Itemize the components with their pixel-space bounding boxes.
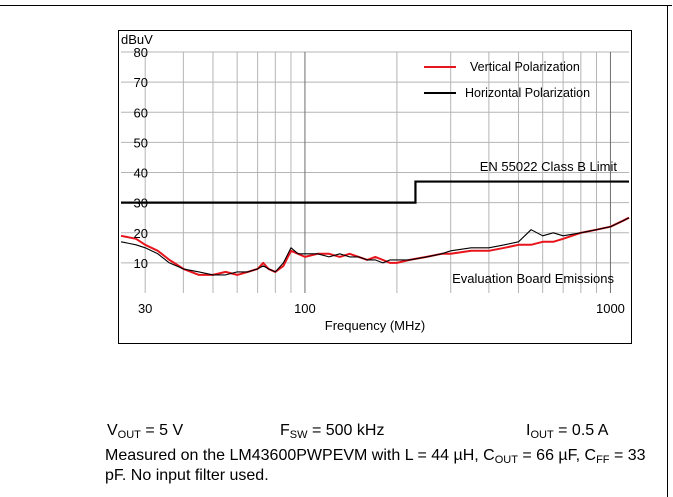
x-tick-label-1000: 1000 <box>596 301 625 316</box>
legend-label-horizontal: Horizontal Polarization <box>465 86 590 100</box>
legend-label-vertical: Vertical Polarization <box>470 60 580 74</box>
measurement-note: Measured on the LM43600PWPEVM with L = 4… <box>105 447 646 484</box>
condition-vout: VOUT = 5 V <box>107 422 184 441</box>
y-unit-label: dBuV <box>121 32 153 47</box>
limit-line-group <box>121 180 629 204</box>
x-tick-label-30: 30 <box>138 301 152 316</box>
y-tick-label-70: 70 <box>134 75 148 90</box>
y-tick-label-50: 50 <box>134 135 148 150</box>
y-tick-label-60: 60 <box>134 105 148 120</box>
y-tick-labels: 10 20 30 40 50 60 70 80 <box>134 45 148 271</box>
emissions-annotation: Evaluation Board Emissions <box>452 271 614 286</box>
x-axis-label: Frequency (MHz) <box>325 318 425 333</box>
page-frame-top <box>0 5 672 6</box>
y-tick-label-30: 30 <box>134 196 148 211</box>
x-tick-label-100: 100 <box>294 301 316 316</box>
series-line-horizontal <box>120 217 630 276</box>
series-line-vertical <box>120 216 630 276</box>
x-tick-labels: 30 100 1000 <box>138 301 625 316</box>
page-frame-right <box>667 5 668 497</box>
y-tick-label-10: 10 <box>134 256 148 271</box>
limit-line <box>121 180 629 204</box>
condition-fsw: FSW = 500 kHz <box>280 422 385 441</box>
legend: Vertical Polarization Horizontal Polariz… <box>424 60 590 100</box>
series-group <box>120 216 630 276</box>
y-tick-label-40: 40 <box>134 166 148 181</box>
limit-annotation: EN 55022 Class B Limit <box>480 159 618 174</box>
y-tick-label-20: 20 <box>134 226 148 241</box>
condition-iout: IOUT = 0.5 A <box>526 422 609 441</box>
y-tick-label-80: 80 <box>134 45 148 60</box>
